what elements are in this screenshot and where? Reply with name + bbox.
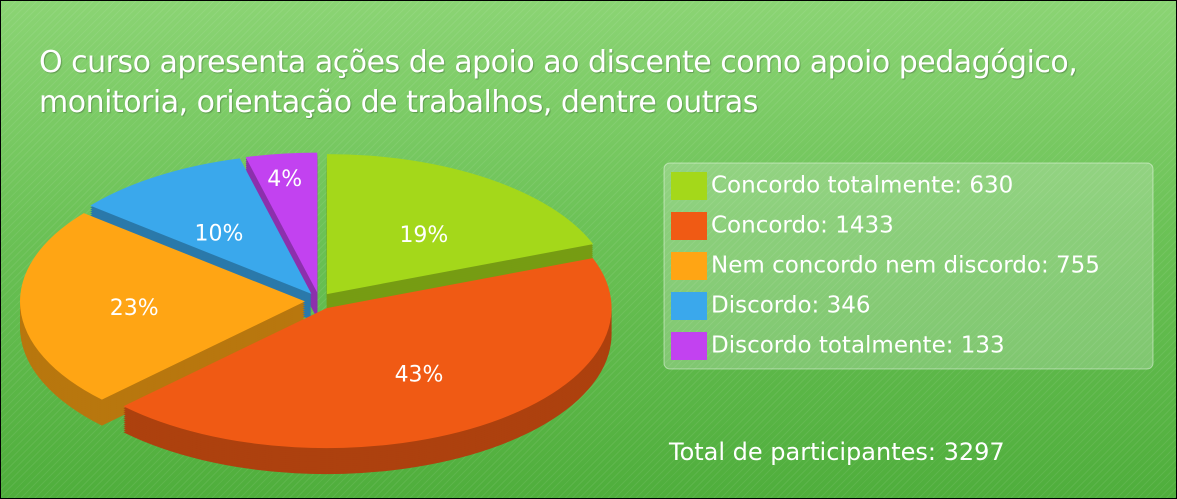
legend-label: Concordo: 1433 [711, 213, 894, 239]
legend-box [663, 162, 1154, 370]
annotation: Total de participantes: 3297 [668, 438, 1005, 466]
data-label: 19% [399, 223, 448, 248]
data-label: 23% [110, 296, 159, 321]
legend-swatch [671, 172, 707, 200]
chart-title: O curso apresenta ações de apoio ao disc… [39, 45, 1078, 120]
data-label: 4% [267, 167, 302, 192]
slice [245, 152, 318, 293]
slice [90, 158, 312, 294]
data-label: 43% [395, 363, 444, 388]
legend-swatch [671, 212, 707, 240]
legend-label: Concordo totalmente: 630 [711, 173, 1013, 199]
legend-label: Nem concordo nem discordo: 755 [711, 253, 1100, 279]
legend-swatch [671, 292, 707, 320]
legend-swatch [671, 332, 707, 360]
legend-swatch [671, 252, 707, 280]
slice [123, 258, 612, 449]
legend-label: Discordo: 346 [711, 293, 870, 319]
slice [326, 154, 594, 295]
slice [20, 213, 306, 400]
legend-label: Discordo totalmente: 133 [711, 333, 1005, 359]
data-label: 10% [195, 221, 244, 246]
